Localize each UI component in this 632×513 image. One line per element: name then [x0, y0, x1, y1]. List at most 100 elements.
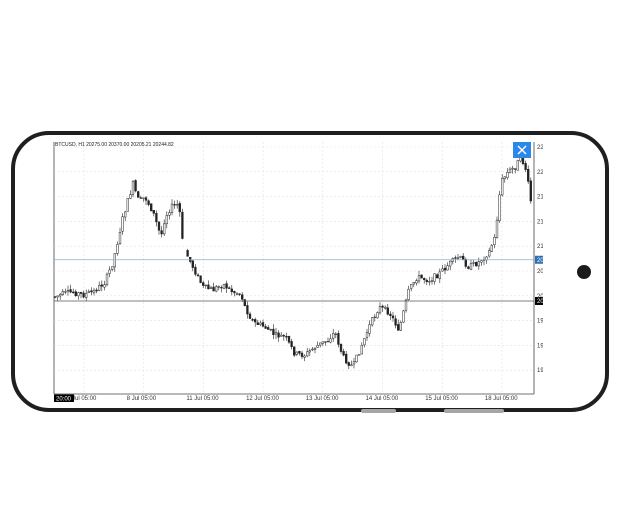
candle	[150, 203, 153, 212]
candle	[475, 261, 478, 267]
candle	[506, 168, 509, 180]
candle	[87, 289, 90, 294]
candle	[324, 341, 327, 346]
chart-screen[interactable]: 20949.00 20289.00 22754.70 22357.55 21960.4…	[53, 142, 543, 402]
candle	[446, 262, 449, 271]
candle	[155, 210, 158, 227]
candle	[196, 273, 200, 278]
candle	[488, 247, 491, 258]
candle	[256, 319, 259, 325]
time-axis-label: 14 Jul 05:00	[366, 396, 399, 402]
candle	[163, 219, 166, 236]
candle	[64, 288, 67, 295]
candle	[415, 278, 418, 286]
candle	[254, 317, 257, 327]
candle	[313, 347, 317, 354]
candle	[342, 348, 345, 357]
candle	[74, 289, 77, 297]
candle	[303, 354, 306, 362]
candle	[306, 347, 309, 358]
candle	[139, 195, 142, 199]
candle	[95, 287, 98, 294]
candle	[225, 280, 228, 294]
close-icon	[517, 145, 527, 155]
candle	[295, 351, 298, 357]
candle	[274, 328, 278, 340]
candle	[449, 260, 452, 271]
candle	[443, 264, 447, 275]
candle	[350, 360, 353, 367]
candle	[261, 319, 265, 328]
candle	[337, 330, 340, 348]
candle	[462, 253, 465, 261]
candle	[246, 301, 249, 319]
candle	[316, 341, 319, 348]
candle	[111, 266, 114, 272]
candle	[59, 292, 62, 300]
candle	[358, 354, 361, 356]
candle	[69, 284, 72, 294]
candle	[425, 278, 428, 285]
candle	[493, 234, 496, 249]
candle	[480, 260, 483, 266]
candle	[199, 275, 202, 284]
ohlc-values: 20275.00 20370.00 20205.21 20244.82	[86, 142, 174, 148]
price-axis-label: 19974.65	[537, 319, 543, 325]
candle	[124, 210, 127, 222]
candle	[355, 354, 358, 363]
candle	[293, 346, 296, 358]
candle	[131, 179, 135, 197]
price-axis-label: 19577.50	[537, 343, 543, 349]
candle	[451, 257, 454, 265]
candle	[82, 290, 85, 299]
candle	[472, 259, 475, 267]
candle	[368, 320, 371, 337]
candle	[417, 270, 421, 284]
candle	[347, 361, 350, 370]
candle	[152, 210, 155, 217]
candle	[287, 335, 291, 344]
candle	[202, 280, 205, 289]
ask-price-label: 20289.00	[537, 299, 543, 305]
price-axis-label: 22754.70	[537, 145, 543, 151]
symbol-label: BTCUSD, H1	[55, 142, 85, 148]
candle	[428, 276, 431, 286]
candle	[178, 201, 181, 217]
candle	[529, 177, 532, 204]
candle	[339, 343, 343, 354]
candle	[436, 273, 439, 279]
candle	[79, 291, 83, 299]
candle	[381, 304, 384, 312]
candle	[105, 272, 109, 287]
candle	[321, 341, 324, 346]
candle	[394, 315, 397, 329]
candle	[332, 328, 335, 342]
candle	[92, 287, 96, 296]
candle	[176, 199, 179, 209]
candle	[482, 256, 486, 266]
candle	[267, 325, 270, 330]
ask-price-tag	[535, 296, 543, 305]
candle	[386, 303, 389, 316]
candle	[514, 168, 517, 174]
candle	[61, 289, 64, 296]
candle	[423, 277, 426, 284]
close-button[interactable]	[513, 142, 531, 158]
bid-price-tag	[535, 255, 543, 264]
candle	[113, 253, 116, 272]
candle	[498, 190, 501, 223]
candle	[456, 253, 460, 261]
candle	[241, 292, 244, 302]
candle	[311, 346, 314, 352]
candle	[298, 350, 301, 356]
price-chart[interactable]: 20949.00 20289.00 22754.70 22357.55 21960.4…	[53, 142, 543, 402]
symbol-ohlc-header: BTCUSD, H1 20275.00 20370.00 20205.21 20…	[55, 142, 174, 148]
candle	[378, 302, 382, 315]
candle	[90, 287, 93, 296]
price-levels: 20949.00 20289.00	[54, 255, 543, 305]
candle	[116, 241, 119, 256]
candle	[407, 285, 410, 301]
candle	[228, 286, 231, 289]
candle	[215, 285, 218, 293]
cursor-time-tag	[54, 394, 74, 402]
